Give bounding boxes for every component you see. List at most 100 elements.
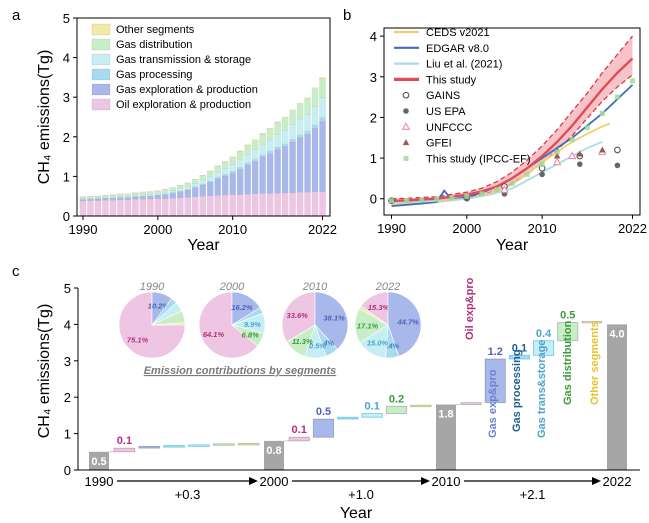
panel-b-axes: 0 1 2 3 4 1990 2000 2010 2022 Year xyxy=(370,27,647,254)
increment-bar xyxy=(557,322,579,342)
increment-bar xyxy=(188,444,210,447)
increment-bar xyxy=(237,443,260,446)
bar-segment xyxy=(266,128,274,141)
bar-segment xyxy=(289,139,296,143)
bar-segment xyxy=(311,124,319,129)
legend-label: UNFCCC xyxy=(426,122,472,134)
legend-label: Other segments xyxy=(116,24,195,36)
bar-segment xyxy=(251,193,259,217)
y-tick-label: 3 xyxy=(63,90,70,105)
marker-point xyxy=(614,94,620,100)
bar-segment xyxy=(304,192,311,217)
total-label: 4.0 xyxy=(609,328,624,340)
marker-point xyxy=(434,196,440,202)
increment-bar xyxy=(410,404,432,408)
pie-year: 2022 xyxy=(375,281,400,293)
bar-segment xyxy=(199,196,206,217)
bar-segment xyxy=(266,127,274,130)
bar-segment xyxy=(147,194,154,196)
bar-segment xyxy=(109,194,117,198)
bar-segment xyxy=(207,182,214,196)
panel-b: b 0 1 2 3 4 1990 2000 2010 2022 Year CEDS v2021 ED… xyxy=(343,7,647,254)
panel-b-plot xyxy=(388,35,635,207)
bar-segment xyxy=(192,196,199,217)
bar-segment xyxy=(154,195,162,199)
marker-point xyxy=(419,197,425,203)
increment-bar xyxy=(288,436,310,442)
bar-segment xyxy=(214,195,221,217)
increment-label: 0.5 xyxy=(560,310,575,322)
bar-segment xyxy=(117,199,124,217)
panel-c-waterfall: 0.5 0.8 1.8 4.0 0.1 0.1 0.5 0.1 0.2 1.2 0.1 0.4 0.5 O… xyxy=(89,277,627,470)
pie-slice xyxy=(314,291,349,350)
bar-segment xyxy=(139,199,147,217)
bar-segment xyxy=(139,192,147,195)
bar-segment xyxy=(94,200,102,217)
marker-point xyxy=(449,195,455,201)
bar-segment xyxy=(132,196,139,200)
bar-segment xyxy=(304,131,311,135)
pie-slice xyxy=(286,324,316,343)
panel-b-letter: b xyxy=(343,7,351,24)
bar-segment xyxy=(311,128,319,192)
marker-point xyxy=(403,155,409,161)
pie-slice xyxy=(198,291,259,359)
bar-segment xyxy=(169,193,177,199)
series-line xyxy=(391,57,634,202)
panel-c-pies: 1990 75.1% 10.2% 2000 64.1% 16.2% 9.9%6.8% 2010… xyxy=(118,281,422,377)
bar-segment xyxy=(169,187,177,191)
x-axis-label: Year xyxy=(496,237,529,254)
pie-label: 6.8% xyxy=(242,330,259,339)
bar-segment xyxy=(207,181,214,183)
bar-segment xyxy=(244,194,251,217)
bar-segment xyxy=(221,161,229,163)
bar-segment xyxy=(251,161,259,194)
increment-label: 0.1 xyxy=(292,424,307,436)
bar-segment xyxy=(319,191,326,217)
pie-label: 16.2% xyxy=(231,303,253,312)
bar-segment xyxy=(192,183,199,187)
bar-segment xyxy=(259,133,266,135)
panel-a: a 0 1 2 3 4 5 1990 2000 2010 2022 Year CH₄ emission… xyxy=(12,7,337,254)
increment-bar xyxy=(138,445,161,449)
x-tick-label: 1990 xyxy=(85,474,114,489)
legend-label: Liu et al. (2021) xyxy=(426,59,502,71)
bar-segment xyxy=(236,151,244,160)
bar-segment xyxy=(132,194,139,197)
increment-label: 0.1 xyxy=(512,342,527,354)
bar-segment xyxy=(184,182,191,187)
y-axis-label: CH₄ emissions(Tg) xyxy=(36,50,53,185)
bar-segment xyxy=(229,172,236,195)
bar-segment xyxy=(251,159,259,162)
increment-bar xyxy=(385,405,408,414)
segment-label: Gas processing xyxy=(511,349,523,432)
bar-segment xyxy=(177,188,184,192)
axes-frame xyxy=(76,17,331,217)
delta-label: +1.0 xyxy=(348,487,374,502)
bar-segment xyxy=(214,177,221,179)
y-tick-label: 0 xyxy=(64,463,71,478)
increment-label: 0.4 xyxy=(536,328,552,340)
bar-segment xyxy=(147,191,154,195)
marker-point xyxy=(539,161,545,167)
pie-label: 44.7% xyxy=(397,318,420,327)
pie-label: 6.4% xyxy=(317,338,334,347)
bar-segment xyxy=(274,146,281,150)
legend-label: US EPA xyxy=(426,106,466,118)
bar-segment xyxy=(319,117,326,122)
marker-point xyxy=(554,149,560,155)
pie-label: 15.0% xyxy=(367,339,389,348)
y-tick-label: 3 xyxy=(64,354,71,369)
x-tick-label: 2000 xyxy=(452,221,481,236)
pie-year: 1990 xyxy=(140,281,165,293)
increment-label: 0.1 xyxy=(365,401,380,413)
increment-label: 0.5 xyxy=(316,406,331,418)
bar-segment xyxy=(199,179,206,185)
bar-segment xyxy=(244,164,251,195)
bar-segment xyxy=(124,197,132,200)
panel-c-axes: 0 1 2 3 4 5 1990 2000 2010 2022 +0.3 +1.0 +2.1 Year CH… xyxy=(36,281,640,522)
bar-segment xyxy=(311,87,319,90)
marker-point xyxy=(629,78,635,84)
pie-label: 64.1% xyxy=(203,330,225,339)
x-tick-label: 2000 xyxy=(143,222,172,237)
